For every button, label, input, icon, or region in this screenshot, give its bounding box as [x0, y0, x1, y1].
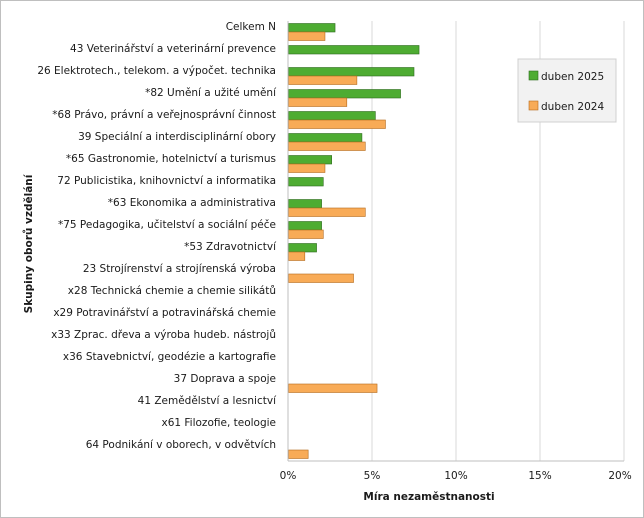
x-tick-labels: 0% 5% 10% 15% 20% — [280, 470, 632, 482]
category-label-3: *82 Umění a užité umění — [145, 87, 277, 99]
category-label-6: *65 Gastronomie, hotelnictví a turismus — [66, 153, 276, 165]
x-tick-label-10: 10% — [444, 470, 467, 482]
legend-swatch-2024 — [528, 100, 539, 111]
bar-2024-16 — [288, 383, 378, 393]
bar-2025-10 — [288, 243, 317, 253]
category-label-18: x61 Filozofie, teologie — [161, 417, 276, 429]
bar-2025-4 — [288, 111, 376, 121]
bar-2025-6 — [288, 155, 332, 165]
bar-2025-1 — [288, 45, 420, 55]
category-label-14: x33 Zprac. dřeva a výroba hudeb. nástroj… — [51, 329, 276, 341]
bar-2025-5 — [288, 133, 363, 143]
x-tick-label-5: 5% — [364, 470, 381, 482]
category-labels: Celkem N 43 Veterinářství a veterinární p… — [37, 21, 277, 451]
category-label-4: *68 Právo, právní a veřejnosprávní činno… — [52, 109, 276, 121]
legend-label-2024: duben 2024 — [541, 101, 604, 113]
category-label-1: 43 Veterinářství a veterinární prevence — [70, 43, 276, 55]
x-tick-label-20: 20% — [608, 470, 631, 482]
legend-swatch-2025 — [528, 70, 539, 81]
x-tick-label-0: 0% — [280, 470, 297, 482]
bar-2024-5 — [288, 141, 366, 151]
category-label-12: x28 Technická chemie a chemie silikátů — [68, 285, 276, 297]
category-label-8: *63 Ekonomika a administrativa — [108, 197, 276, 209]
category-label-9: *75 Pedagogika, učitelství a sociální pé… — [58, 219, 276, 231]
bar-2024-11 — [288, 273, 354, 283]
bar-2025-8 — [288, 199, 322, 209]
bar-2025-2 — [288, 67, 415, 77]
category-label-2: 26 Elektrotech., telekom. a výpočet. tec… — [37, 65, 276, 77]
category-label-10: *53 Zdravotnictví — [184, 241, 277, 253]
category-label-13: x29 Potravinářství a potravinářská chemi… — [53, 307, 276, 319]
legend-box — [517, 58, 617, 123]
x-axis-title: Míra nezaměstnanosti — [363, 491, 494, 503]
y-axis-title: Skupiny oborů vzdělání — [22, 173, 35, 313]
legend: duben 2025 duben 2024 — [517, 58, 617, 123]
bar-2024-8 — [288, 207, 366, 217]
category-label-11: 23 Strojírenství a strojírenská výroba — [83, 263, 276, 275]
bar-2025-7 — [288, 177, 324, 187]
bar-2024-0 — [288, 31, 326, 41]
bar-2024-9 — [288, 229, 324, 239]
category-label-7: 72 Publicistika, knihovnictví a informat… — [57, 175, 276, 187]
legend-label-2025: duben 2025 — [541, 71, 604, 83]
category-label-5: 39 Speciální a interdisciplinární obory — [78, 131, 276, 143]
bar-2024-4 — [288, 119, 386, 129]
bar-2025-9 — [288, 221, 322, 231]
category-label-0: Celkem N — [226, 21, 276, 33]
bar-2024-3 — [288, 97, 348, 107]
bar-2024-19 — [288, 449, 309, 459]
category-label-15: x36 Stavebnictví, geodézie a kartografie — [63, 351, 276, 363]
category-label-19: 64 Podnikání v oborech, v odvětvích — [86, 439, 276, 451]
bar-2025-3 — [288, 89, 401, 99]
category-label-17: 41 Zemědělství a lesnictví — [138, 395, 277, 407]
bar-2024-10 — [288, 251, 306, 261]
bar-2024-2 — [288, 75, 358, 85]
bar-2025-0 — [288, 23, 336, 33]
category-label-16: 37 Doprava a spoje — [174, 373, 276, 385]
bar-2024-6 — [288, 163, 326, 173]
x-tick-label-15: 15% — [528, 470, 551, 482]
